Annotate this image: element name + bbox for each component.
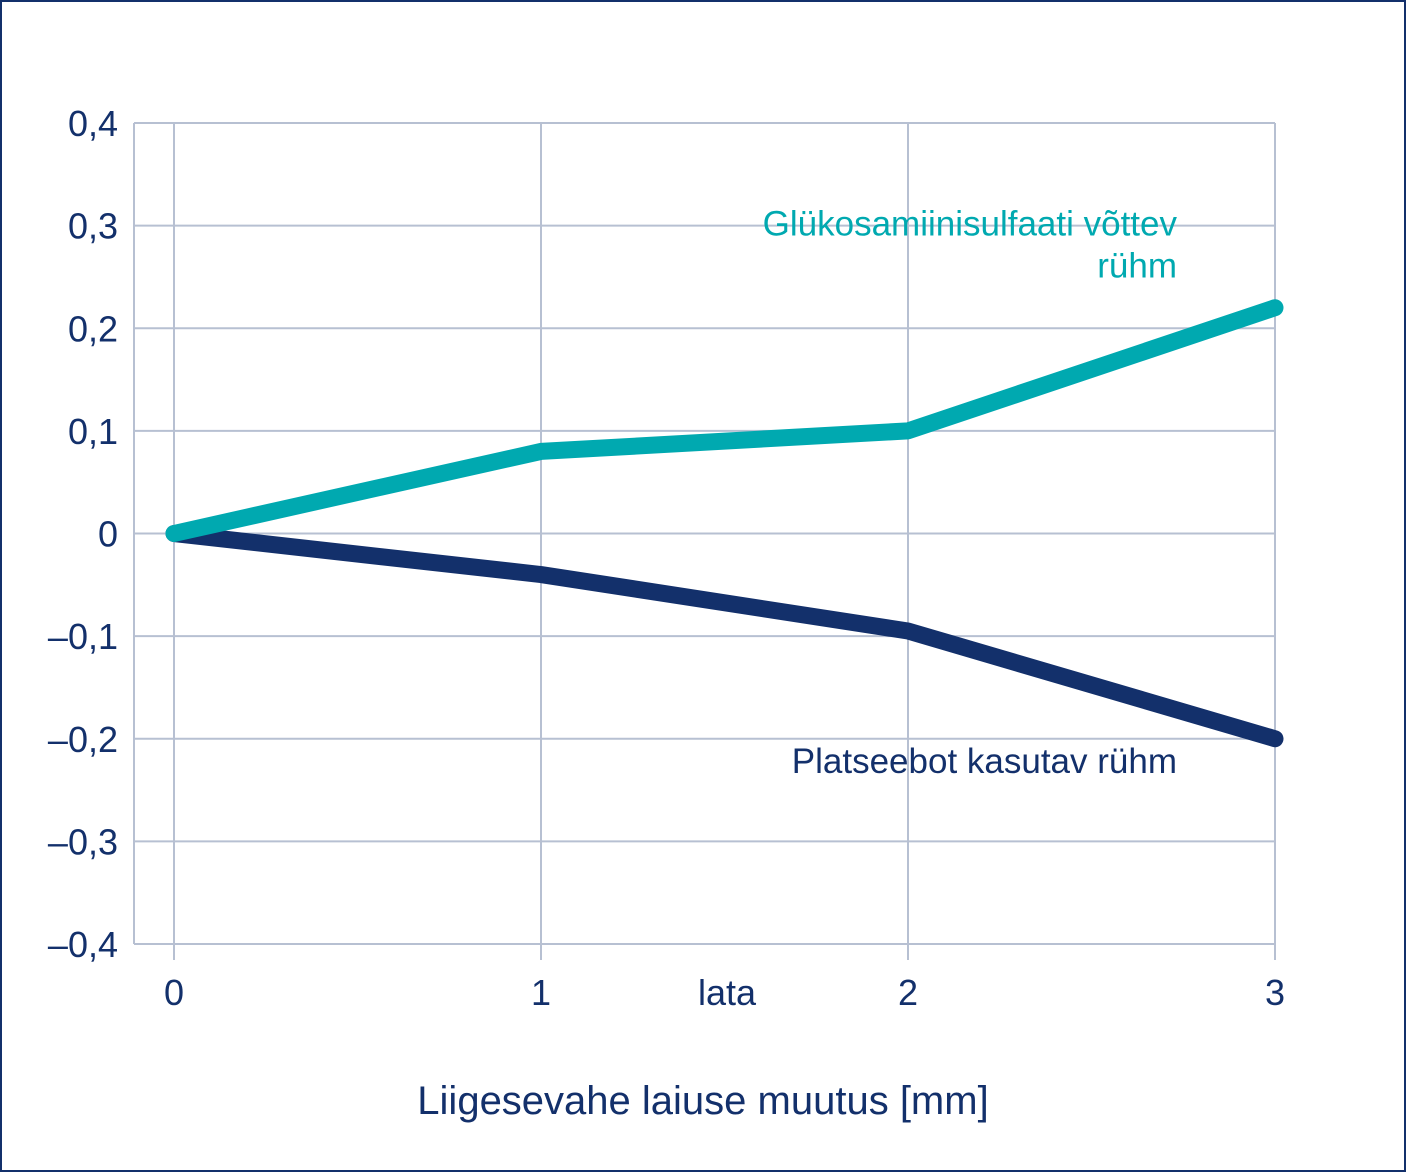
y-tick-label: –0,1 — [48, 616, 118, 657]
series-label-1: Glükosamiinisulfaati võttev — [763, 205, 1178, 244]
series-line-1 — [165, 299, 1284, 542]
y-tick-label: –0,3 — [48, 821, 118, 862]
y-tick-label: 0,1 — [68, 411, 118, 452]
x-axis-title: Liigesevahe laiuse muutus [mm] — [417, 1079, 988, 1123]
series-label-2: Platseebot kasutav rühm — [792, 742, 1177, 781]
y-tick-label: –0,2 — [48, 719, 118, 760]
x-tick-label: 1 — [531, 972, 551, 1013]
axis-labels: 0,4 0,3 0,2 0,1 0 –0,1 –0,2 –0,3 –0,4 0 1 2 3 — [48, 103, 1285, 1013]
series-line-2 — [165, 525, 1284, 748]
y-tick-label: 0,2 — [68, 308, 118, 349]
x-tick-label: 2 — [898, 972, 918, 1013]
grid-layer — [133, 122, 1276, 960]
y-tick-label: 0,4 — [68, 103, 118, 144]
x-unit-label: lata — [698, 972, 757, 1013]
series-layer — [165, 299, 1284, 748]
x-tick-label: 3 — [1265, 972, 1285, 1013]
x-tick-label: 0 — [164, 972, 184, 1013]
y-tick-label: –0,4 — [48, 924, 118, 965]
y-tick-label: 0,3 — [68, 206, 118, 247]
series-label-1: rühm — [1097, 247, 1177, 286]
y-tick-label: 0 — [98, 514, 118, 555]
